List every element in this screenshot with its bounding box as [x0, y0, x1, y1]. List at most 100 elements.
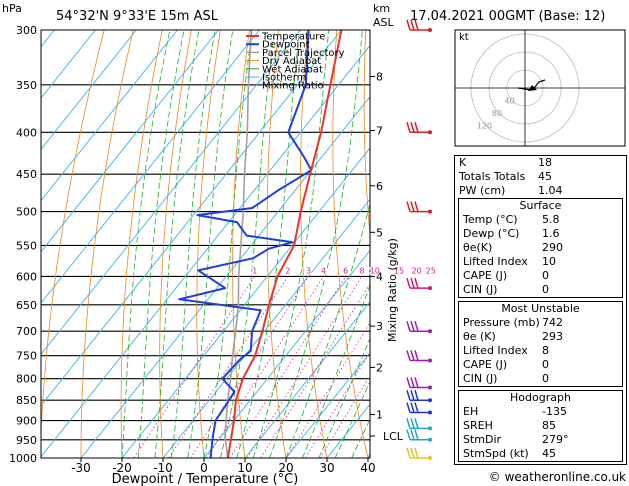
mixing-ratio-label: 6	[343, 266, 348, 275]
wet-adiabat	[334, 380, 370, 458]
legend-item: Parcel Trajectory	[262, 48, 345, 59]
isotherm	[162, 198, 370, 458]
pressure-tick-label: 950	[16, 434, 37, 447]
plot-frame	[40, 29, 371, 459]
x-axis-label: Dewpoint / Temperature (°C)	[112, 472, 299, 486]
index-value: 45	[538, 170, 552, 183]
surface-title: Surface	[519, 199, 562, 212]
chart-series	[178, 30, 343, 458]
mixing-ratio-label: 2	[285, 266, 290, 275]
location-title: 54°32'N 9°33'E 15m ASL	[56, 9, 219, 24]
series-parcel-trajectory	[224, 30, 252, 458]
surface-label: CIN (J)	[463, 283, 498, 296]
hodograph-stat-row: StmDir 279°	[459, 433, 622, 447]
mixing-ratio-label: 8	[359, 266, 364, 275]
wind-barb	[406, 350, 432, 363]
isotherm	[285, 352, 370, 458]
wet-adiabat	[187, 30, 234, 458]
most-unstable-label: Lifted Index	[463, 344, 528, 357]
surface-value: 1.6	[542, 227, 560, 240]
pressure-tick-label: 1000	[9, 452, 37, 465]
mixing-ratio-line	[206, 276, 324, 458]
mixing-ratio-line	[133, 276, 256, 458]
most-unstable-value: 0	[542, 358, 549, 371]
hodograph-stat-value: 279°	[542, 433, 569, 446]
hodograph-unit-label: kt	[459, 32, 469, 43]
surface-value: 0	[542, 283, 549, 296]
km-tick-label: 2	[376, 361, 383, 374]
index-value: 18	[538, 156, 552, 169]
wind-barbs	[406, 19, 432, 460]
pressure-tick-label: 600	[16, 270, 37, 283]
isotherm	[41, 30, 178, 202]
pressure-tick-label: 650	[16, 299, 37, 312]
most-unstable-value: 8	[542, 344, 549, 357]
isotherm	[244, 301, 370, 458]
hodograph-box: Hodograph EH -135 SREH 85 StmDir 279° StmSpd (…	[458, 390, 623, 462]
surface-row: Lifted Index 10	[459, 255, 622, 269]
mixing-ratio-line	[246, 276, 363, 458]
wind-barb	[406, 19, 432, 32]
indices-table: K 18 Totals Totals 45 PW (cm) 1.04 Surface Te…	[454, 155, 627, 465]
wet-adiabat	[285, 201, 370, 458]
mixing-ratio-line	[260, 283, 370, 458]
most-unstable-row: CIN (J) 0	[459, 372, 622, 386]
km-tick-label: 7	[376, 124, 383, 137]
km-tick-label: 4	[376, 270, 383, 283]
hodograph-stat-value: -135	[542, 405, 567, 418]
wind-barb	[406, 429, 432, 442]
mixing-ratio-label: 15	[394, 266, 404, 275]
pressure-tick-label: 500	[16, 206, 37, 219]
surface-value: 10	[542, 255, 556, 268]
legend-item: Wet Adiabat	[262, 64, 323, 75]
most-unstable-value: 742	[542, 316, 563, 329]
legend-item: Temperature	[261, 32, 325, 43]
surface-label: θe(K)	[463, 241, 493, 254]
surface-value: 290	[542, 241, 563, 254]
km-tick-label: 1	[376, 409, 383, 422]
km-tick-label: 5	[376, 226, 383, 239]
pressure-tick-label: 850	[16, 394, 37, 407]
hodograph-stat-row: SREH 85	[459, 419, 622, 433]
most-unstable-label: Pressure (mb)	[463, 316, 540, 329]
hodograph-stat-label: StmDir	[463, 433, 502, 446]
surface-row: θe(K) 290	[459, 241, 622, 255]
most-unstable-value: 0	[542, 372, 549, 385]
surface-value: 0	[542, 269, 549, 282]
hodograph-stat-label: EH	[463, 405, 479, 418]
wet-adiabat	[302, 284, 370, 458]
isotherm	[41, 30, 342, 407]
temperature-tick-label: 40	[360, 461, 375, 475]
hodograph-stat-row: EH -135	[459, 405, 622, 419]
index-value: 1.04	[538, 184, 563, 197]
wet-adiabat	[170, 30, 216, 458]
index-label: K	[459, 156, 467, 169]
km-axis-label: km	[373, 2, 390, 15]
pressure-tick-label: 450	[16, 168, 37, 181]
hodograph-ring-label: 80	[492, 109, 502, 118]
copyright: © weatheronline.co.uk	[489, 470, 626, 484]
wind-barb	[406, 402, 432, 415]
index-row: Totals Totals 45	[455, 170, 626, 184]
legend-item: Mixing Ratio	[262, 81, 324, 92]
pressure-tick-label: 800	[16, 373, 37, 386]
isotherm	[41, 30, 137, 150]
index-label: PW (cm)	[459, 184, 506, 197]
surface-box: Surface Temp (°C) 5.8 Dewp (°C) 1.6 θe(K) 290…	[458, 198, 623, 298]
most-unstable-row: CAPE (J) 0	[459, 358, 622, 372]
surface-row: Temp (°C) 5.8	[459, 213, 622, 227]
mixing-ratio-line	[319, 375, 370, 458]
wind-barb	[406, 377, 432, 390]
hpa-axis-label: hPa	[2, 2, 22, 15]
most-unstable-label: CAPE (J)	[463, 358, 508, 371]
most-unstable-row: θe (K) 293	[459, 330, 622, 344]
pressure-tick-label: 700	[16, 325, 37, 338]
isotherm	[80, 96, 370, 458]
most-unstable-value: 293	[542, 330, 563, 343]
datetime-title: 17.04.2021 00GMT (Base: 12)	[410, 9, 605, 24]
mixing-ratio-line	[229, 276, 347, 458]
dry-adiabat	[363, 30, 370, 240]
index-label: Totals Totals	[459, 170, 526, 183]
